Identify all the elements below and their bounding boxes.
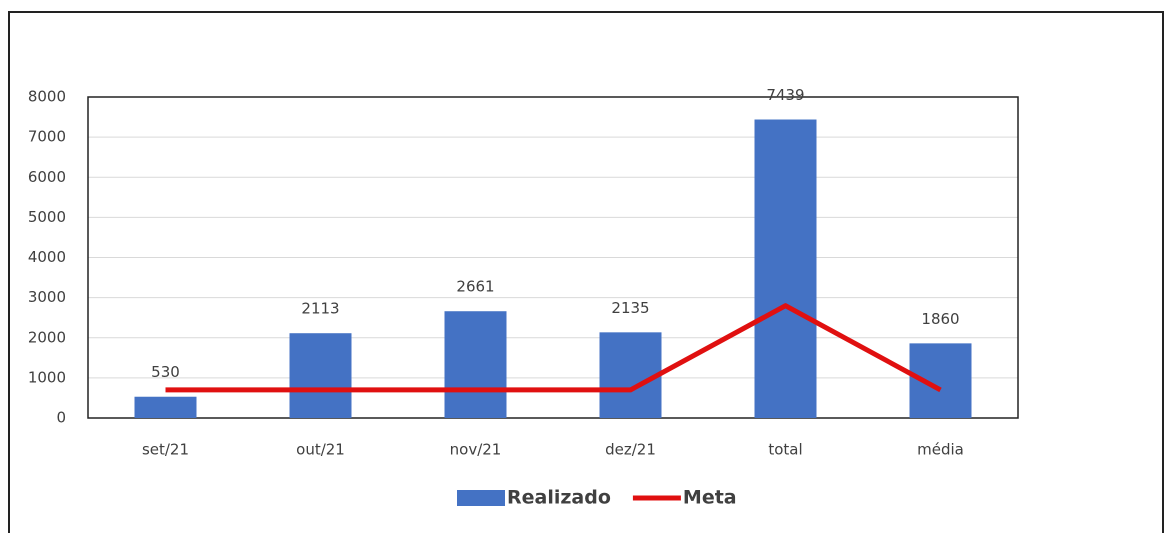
- x-tick-label: nov/21: [450, 441, 502, 459]
- legend-swatch: [457, 490, 505, 506]
- y-tick-label: 8000: [28, 88, 66, 106]
- y-tick-label: 4000: [28, 248, 66, 266]
- line: [165, 303, 942, 393]
- data-label: 2661: [456, 278, 494, 296]
- bar: [754, 119, 817, 418]
- x-tick-label: out/21: [296, 441, 345, 459]
- x-tick-label: set/21: [142, 441, 189, 459]
- legend-label: Realizado: [507, 487, 611, 509]
- y-tick-label: 5000: [28, 208, 66, 226]
- bar: [289, 333, 352, 418]
- y-tick-label: 0: [56, 409, 66, 427]
- data-label: 530: [151, 363, 180, 381]
- data-label: 1860: [921, 310, 959, 328]
- y-tick-label: 3000: [28, 288, 66, 306]
- data-label: 7439: [766, 86, 804, 104]
- data-label: 2113: [301, 300, 339, 318]
- y-tick-label: 6000: [28, 168, 66, 186]
- x-tick-label: dez/21: [605, 441, 656, 459]
- y-tick-label: 2000: [28, 328, 66, 346]
- y-tick-label: 1000: [28, 368, 66, 386]
- chart-frame: [8, 11, 1164, 533]
- legend-label: Meta: [683, 487, 737, 509]
- data-label: 2135: [611, 299, 649, 317]
- x-tick-label: total: [768, 441, 802, 459]
- bar: [444, 311, 507, 418]
- x-tick-label: média: [917, 441, 964, 459]
- y-tick-label: 7000: [28, 128, 66, 146]
- bar: [134, 396, 197, 418]
- bar: [599, 332, 662, 418]
- plot-area-border: [87, 96, 1019, 419]
